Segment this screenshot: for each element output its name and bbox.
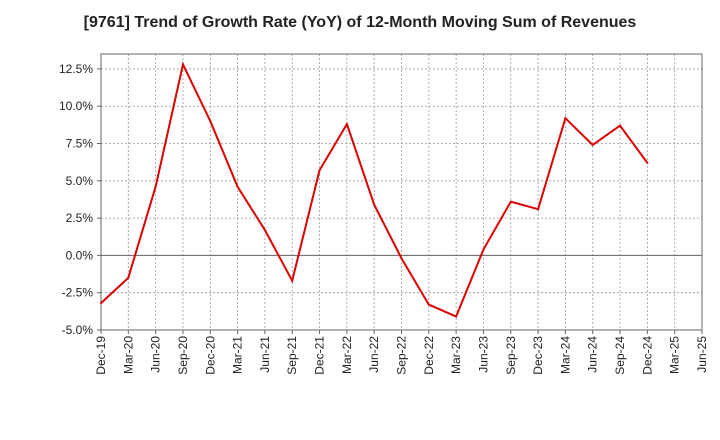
x-tick-label: Jun-23 <box>476 336 490 373</box>
x-tick-label: Dec-20 <box>203 336 217 375</box>
x-tick-label: Sep-21 <box>285 336 299 375</box>
data-point <box>209 120 212 123</box>
y-tick-label: 12.5% <box>59 62 93 76</box>
y-tick-label: 2.5% <box>66 211 94 225</box>
x-tick-label: Dec-22 <box>422 336 436 375</box>
data-point <box>182 63 184 66</box>
axes <box>97 53 703 334</box>
x-tick-label: Sep-24 <box>613 336 627 375</box>
x-tick-label: Dec-23 <box>531 336 545 375</box>
x-tick-label: Jun-20 <box>149 336 163 373</box>
y-tick-label: 7.5% <box>66 137 94 151</box>
tick-labels: 12.5%10.0%7.5%5.0%2.5%0.0%-2.5%-5.0%Dec-… <box>59 62 709 375</box>
x-tick-label: Jun-22 <box>367 336 381 373</box>
x-tick-label: Jun-21 <box>258 336 272 373</box>
y-tick-label: 0.0% <box>66 248 94 262</box>
x-tick-label: Mar-25 <box>668 336 682 374</box>
data-point <box>345 123 348 126</box>
x-tick-label: Sep-20 <box>176 336 190 375</box>
x-tick-label: Dec-24 <box>640 336 654 375</box>
x-tick-label: Mar-24 <box>558 336 572 374</box>
data-point <box>154 185 157 188</box>
data-point <box>591 144 594 146</box>
x-tick-label: Mar-23 <box>449 336 463 374</box>
x-tick-label: Sep-23 <box>504 336 518 375</box>
data-point <box>537 208 540 211</box>
data-point <box>455 315 458 318</box>
x-tick-label: Mar-21 <box>231 336 245 374</box>
chart-title: [9761] Trend of Growth Rate (YoY) of 12-… <box>83 14 637 31</box>
x-tick-label: Sep-22 <box>395 336 409 375</box>
x-tick-label: Jun-24 <box>586 336 600 373</box>
data-point <box>318 169 321 172</box>
data-point <box>263 229 266 231</box>
y-tick-label: -2.5% <box>62 286 94 300</box>
data-point <box>373 203 376 206</box>
data-point <box>427 303 430 306</box>
data-point <box>291 279 294 282</box>
x-tick-label: Dec-19 <box>94 336 108 375</box>
y-tick-label: 5.0% <box>66 174 94 188</box>
data-point <box>127 276 130 279</box>
x-tick-label: Mar-20 <box>121 336 135 374</box>
data-point <box>619 124 621 127</box>
data-point <box>236 185 239 188</box>
data-point <box>646 161 649 164</box>
data-point <box>482 248 485 251</box>
y-tick-label: 10.0% <box>59 99 93 113</box>
x-tick-label: Mar-22 <box>340 336 354 374</box>
series-layer <box>100 61 649 318</box>
x-tick-label: Jun-25 <box>695 336 709 373</box>
data-point <box>564 117 567 120</box>
y-tick-label: -5.0% <box>62 323 94 337</box>
data-point <box>400 257 403 260</box>
data-point <box>509 200 512 203</box>
data-point <box>100 302 102 305</box>
x-tick-label: Dec-21 <box>313 336 327 375</box>
